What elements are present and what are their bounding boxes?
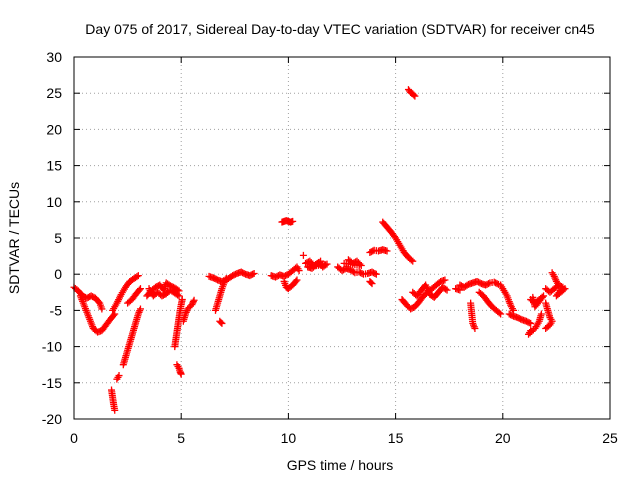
data-point: [111, 310, 119, 318]
y-tick-label: 10: [46, 194, 62, 210]
x-axis-label: GPS time / hours: [287, 457, 394, 473]
data-point: [250, 269, 258, 277]
data-point: [218, 277, 226, 285]
data-point: [299, 251, 307, 259]
data-point: [495, 309, 503, 317]
data-point: [134, 272, 142, 280]
data-point: [372, 270, 380, 278]
data-point: [456, 286, 464, 294]
data-point: [383, 247, 391, 255]
data-point: [443, 286, 451, 294]
data-point: [371, 269, 379, 277]
data-point: [111, 406, 119, 414]
y-tick-label: -5: [50, 302, 63, 318]
y-tick-label: 30: [46, 49, 62, 65]
data-point: [442, 285, 450, 293]
data-point: [441, 276, 449, 284]
x-tick-label: 25: [602, 430, 618, 446]
y-tick-label: 20: [46, 121, 62, 137]
data-point: [367, 279, 375, 287]
y-tick-label: 0: [54, 266, 62, 282]
data-point: [411, 92, 419, 100]
data-point: [295, 267, 303, 275]
data-point: [485, 280, 493, 288]
data-point: [189, 298, 197, 306]
data-point: [190, 296, 198, 304]
y-tick-label: 5: [54, 230, 62, 246]
data-point: [217, 318, 225, 326]
x-tick-label: 0: [70, 430, 78, 446]
data-point: [561, 285, 569, 293]
data-point: [555, 281, 563, 289]
data-point: [135, 286, 143, 294]
data-point: [497, 310, 505, 318]
data-point: [529, 293, 537, 301]
data-point: [470, 323, 478, 331]
data-point: [289, 217, 297, 225]
data-point: [221, 276, 229, 284]
data-point: [292, 277, 300, 285]
axis-ticks: 0 5 10 15 20 25 -20 -15 -10 -5 0 5 10 15 20 25 30: [42, 49, 618, 446]
data-point: [527, 319, 535, 327]
data-point: [543, 323, 551, 331]
data-point: [525, 319, 533, 327]
data-point: [133, 273, 141, 281]
data-point: [542, 325, 550, 332]
data-point: [407, 256, 415, 264]
x-tick-label: 5: [177, 430, 185, 446]
data-point: [135, 308, 143, 316]
data-point: [409, 257, 417, 265]
data-point: [249, 270, 257, 278]
data-point: [178, 296, 186, 304]
data-point: [527, 327, 535, 335]
data-point: [218, 319, 226, 327]
y-tick-label: 15: [46, 158, 62, 174]
x-tick-label: 10: [281, 430, 297, 446]
x-tick-label: 15: [388, 430, 404, 446]
plot-frame: [73, 56, 611, 420]
data-point: [136, 305, 144, 313]
data-points: [70, 86, 569, 414]
data-point: [177, 370, 185, 378]
data-point: [315, 258, 323, 266]
data-point: [293, 276, 301, 284]
data-point: [220, 277, 228, 285]
y-axis-label: SDTVAR / TECUs: [6, 182, 22, 294]
data-point: [410, 91, 418, 99]
data-point: [317, 257, 325, 265]
data-point: [493, 280, 501, 288]
data-point: [174, 291, 182, 299]
data-point: [98, 305, 106, 313]
y-tick-label: -15: [42, 375, 62, 391]
data-point: [368, 280, 376, 288]
x-tick-label: 20: [495, 430, 511, 446]
data-point: [136, 285, 144, 293]
data-point: [175, 292, 183, 300]
data-point: [469, 321, 477, 329]
grid-lines: [74, 57, 610, 419]
y-tick-label: -20: [42, 411, 62, 427]
data-point: [340, 259, 348, 267]
chart-title: Day 075 of 2017, Sidereal Day-to-day VTE…: [85, 21, 595, 37]
data-point: [471, 325, 479, 332]
y-tick-label: 25: [46, 85, 62, 101]
y-tick-label: -10: [42, 339, 62, 355]
data-point: [110, 311, 118, 319]
data-point: [115, 372, 123, 380]
data-point: [560, 286, 568, 294]
